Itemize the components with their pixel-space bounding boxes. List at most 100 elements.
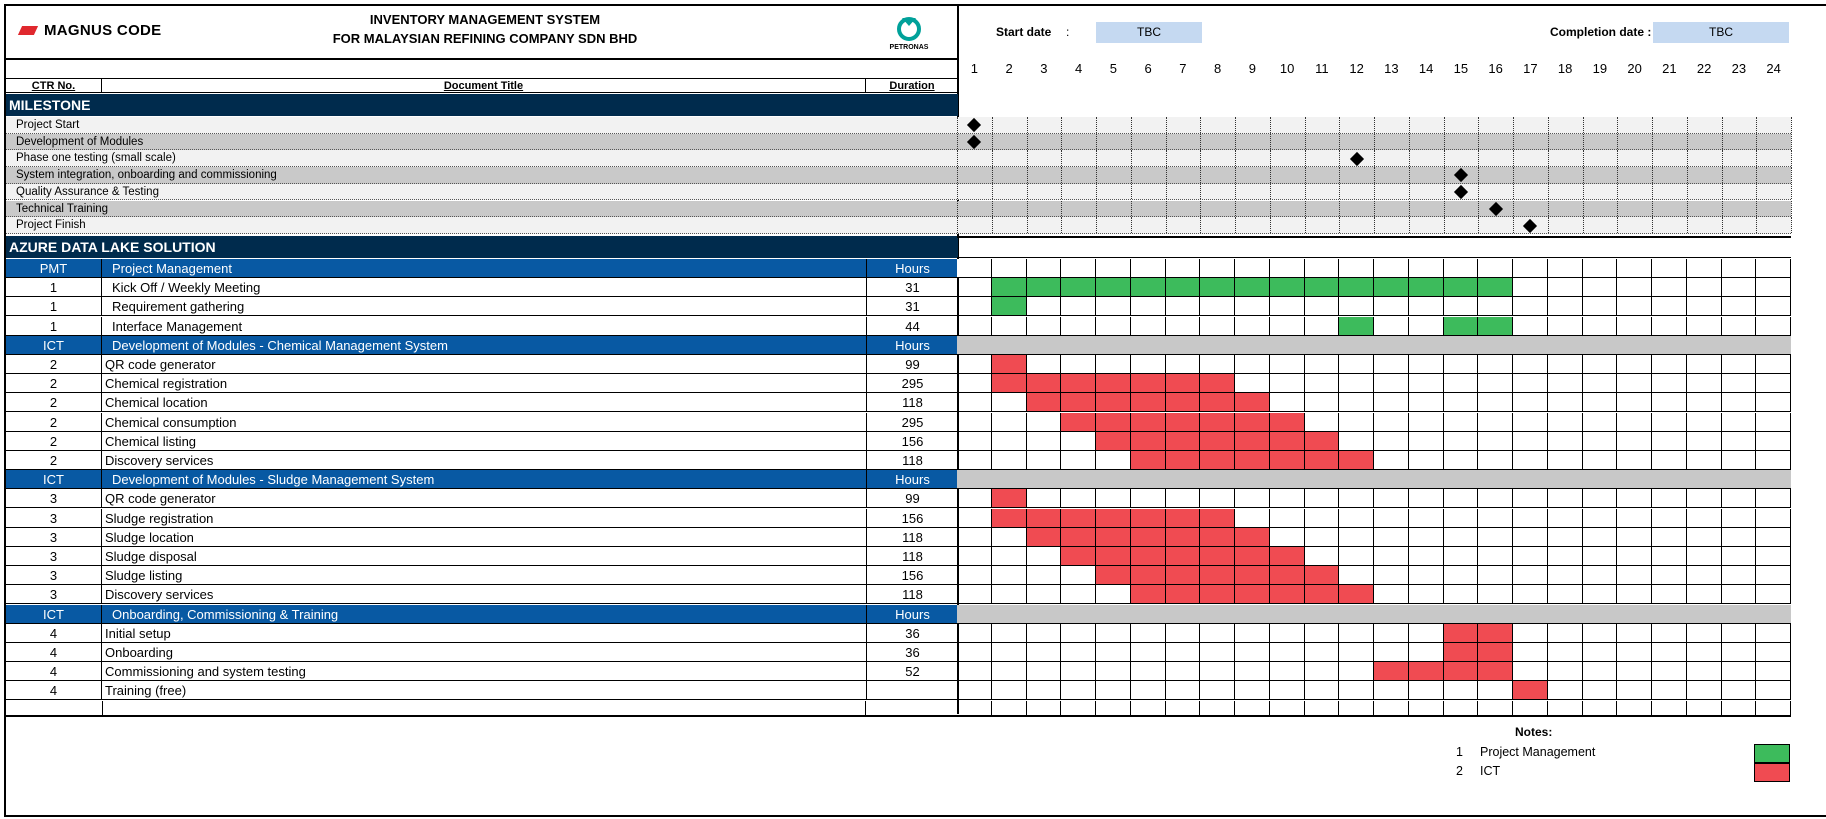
gantt-cell [1339,508,1374,527]
gantt-cell [1583,642,1618,662]
milestone-gridline [1165,217,1167,233]
task-ctr: 3 [6,527,102,546]
week-number: 18 [1557,61,1573,76]
milestone-gridline [1652,183,1653,200]
gantt-cell [1652,278,1687,297]
milestone-gridline [1304,183,1306,200]
task-gantt-row [957,566,1791,586]
task-gantt-row [957,623,1791,643]
milestone-gridline [1096,217,1097,233]
note-label: ICT [1480,763,1501,778]
gantt-cell [1583,681,1618,700]
task-title: Requirement gathering [112,299,245,315]
gantt-cell [1444,604,1479,623]
gantt-bar-cell [1478,623,1513,642]
gantt-bar-cell [1513,681,1548,700]
task-hours: 118 [866,450,958,470]
task-title: Sludge listing [105,568,183,584]
gantt-bar-cell [1061,527,1096,546]
milestone-gridline [1547,200,1549,217]
gantt-cell [1583,662,1618,681]
gantt-bar-cell [1235,278,1270,297]
gantt-bar-cell [1096,412,1131,431]
task-hours: 295 [866,374,958,393]
gantt-cell [1478,700,1513,715]
completion-date-field[interactable]: TBC [1653,22,1789,43]
gantt-cell [1617,662,1652,681]
gantt-cell [957,470,992,489]
gantt-cell [1305,258,1340,278]
gantt-cell [1722,700,1757,715]
gantt-cell [1061,604,1096,623]
gantt-cell [1617,470,1652,489]
gantt-cell [1548,604,1583,623]
gantt-cell [1722,662,1757,681]
start-date-field[interactable]: TBC [1096,22,1202,43]
gantt-cell [1409,316,1444,335]
gantt-cell [1444,546,1479,566]
gantt-cell [1478,508,1513,527]
milestone-gridline [1582,133,1584,150]
gantt-cell [1548,374,1583,393]
milestone-gridline [1791,133,1792,150]
week-number: 2 [1005,61,1013,76]
milestone-label: Technical Training [16,202,109,215]
gantt-cell [1617,431,1652,450]
gantt-cell [1687,623,1722,642]
gantt-cell [1339,566,1374,585]
gantt-cell [957,278,992,297]
milestone-gridline [1200,217,1202,233]
gantt-cell [1200,642,1235,662]
gantt-cell [1305,316,1340,335]
week-number: 5 [1109,61,1117,76]
gantt-cell [1235,623,1270,642]
gantt-bar-cell [1443,316,1479,335]
gantt-cell [1235,374,1270,393]
milestone-gridline [1443,150,1445,167]
milestone-gridline [1026,200,1028,217]
milestone-gridline [1478,200,1480,217]
gantt-cell [1548,297,1583,316]
milestone-gridline [1617,167,1619,183]
gantt-cell [1722,278,1757,297]
gantt-cell [1687,258,1722,278]
gantt-cell [1305,354,1340,374]
milestone-gridline [1582,217,1584,233]
gantt-cell [1687,278,1722,297]
milestone-gridline [1791,200,1792,217]
gantt-bar-cell [1165,278,1201,297]
gantt-cell [1478,604,1513,623]
gantt-cell [1687,546,1722,566]
milestone-gridline [1374,150,1375,167]
task-row: 2 Chemical registration 295 [6,374,958,394]
gantt-cell [1444,566,1479,585]
petronas-logo: PETRONAS [886,12,932,51]
gantt-cell [1131,700,1166,715]
gantt-bar-cell [1200,546,1235,566]
milestone-gridline [1547,183,1549,200]
gantt-cell [1652,258,1687,278]
gantt-cell [1478,374,1513,393]
gantt-cell [1374,258,1409,278]
gantt-bar-cell [1200,450,1235,470]
milestone-gridline [1200,167,1202,183]
gantt-bar-cell [991,489,1027,508]
milestone-gridline [1547,217,1549,233]
gantt-cell [1617,681,1652,700]
milestone-gridline [1130,183,1132,200]
gantt-cell [1583,604,1618,623]
gantt-cell [1478,354,1513,374]
gantt-cell [1617,450,1652,470]
gantt-cell [957,623,992,642]
gantt-bar-cell [1096,566,1131,585]
gantt-cell [992,412,1027,431]
gantt-cell [1409,374,1444,393]
milestone-gridline [1130,200,1132,217]
gantt-cell [1756,623,1791,642]
milestone-gridline [1686,217,1688,233]
gantt-cell [1131,681,1166,700]
gantt-cell [1200,354,1235,374]
milestone-gridline [1130,217,1132,233]
gantt-cell [1339,489,1374,508]
milestone-gridline [1547,167,1549,183]
